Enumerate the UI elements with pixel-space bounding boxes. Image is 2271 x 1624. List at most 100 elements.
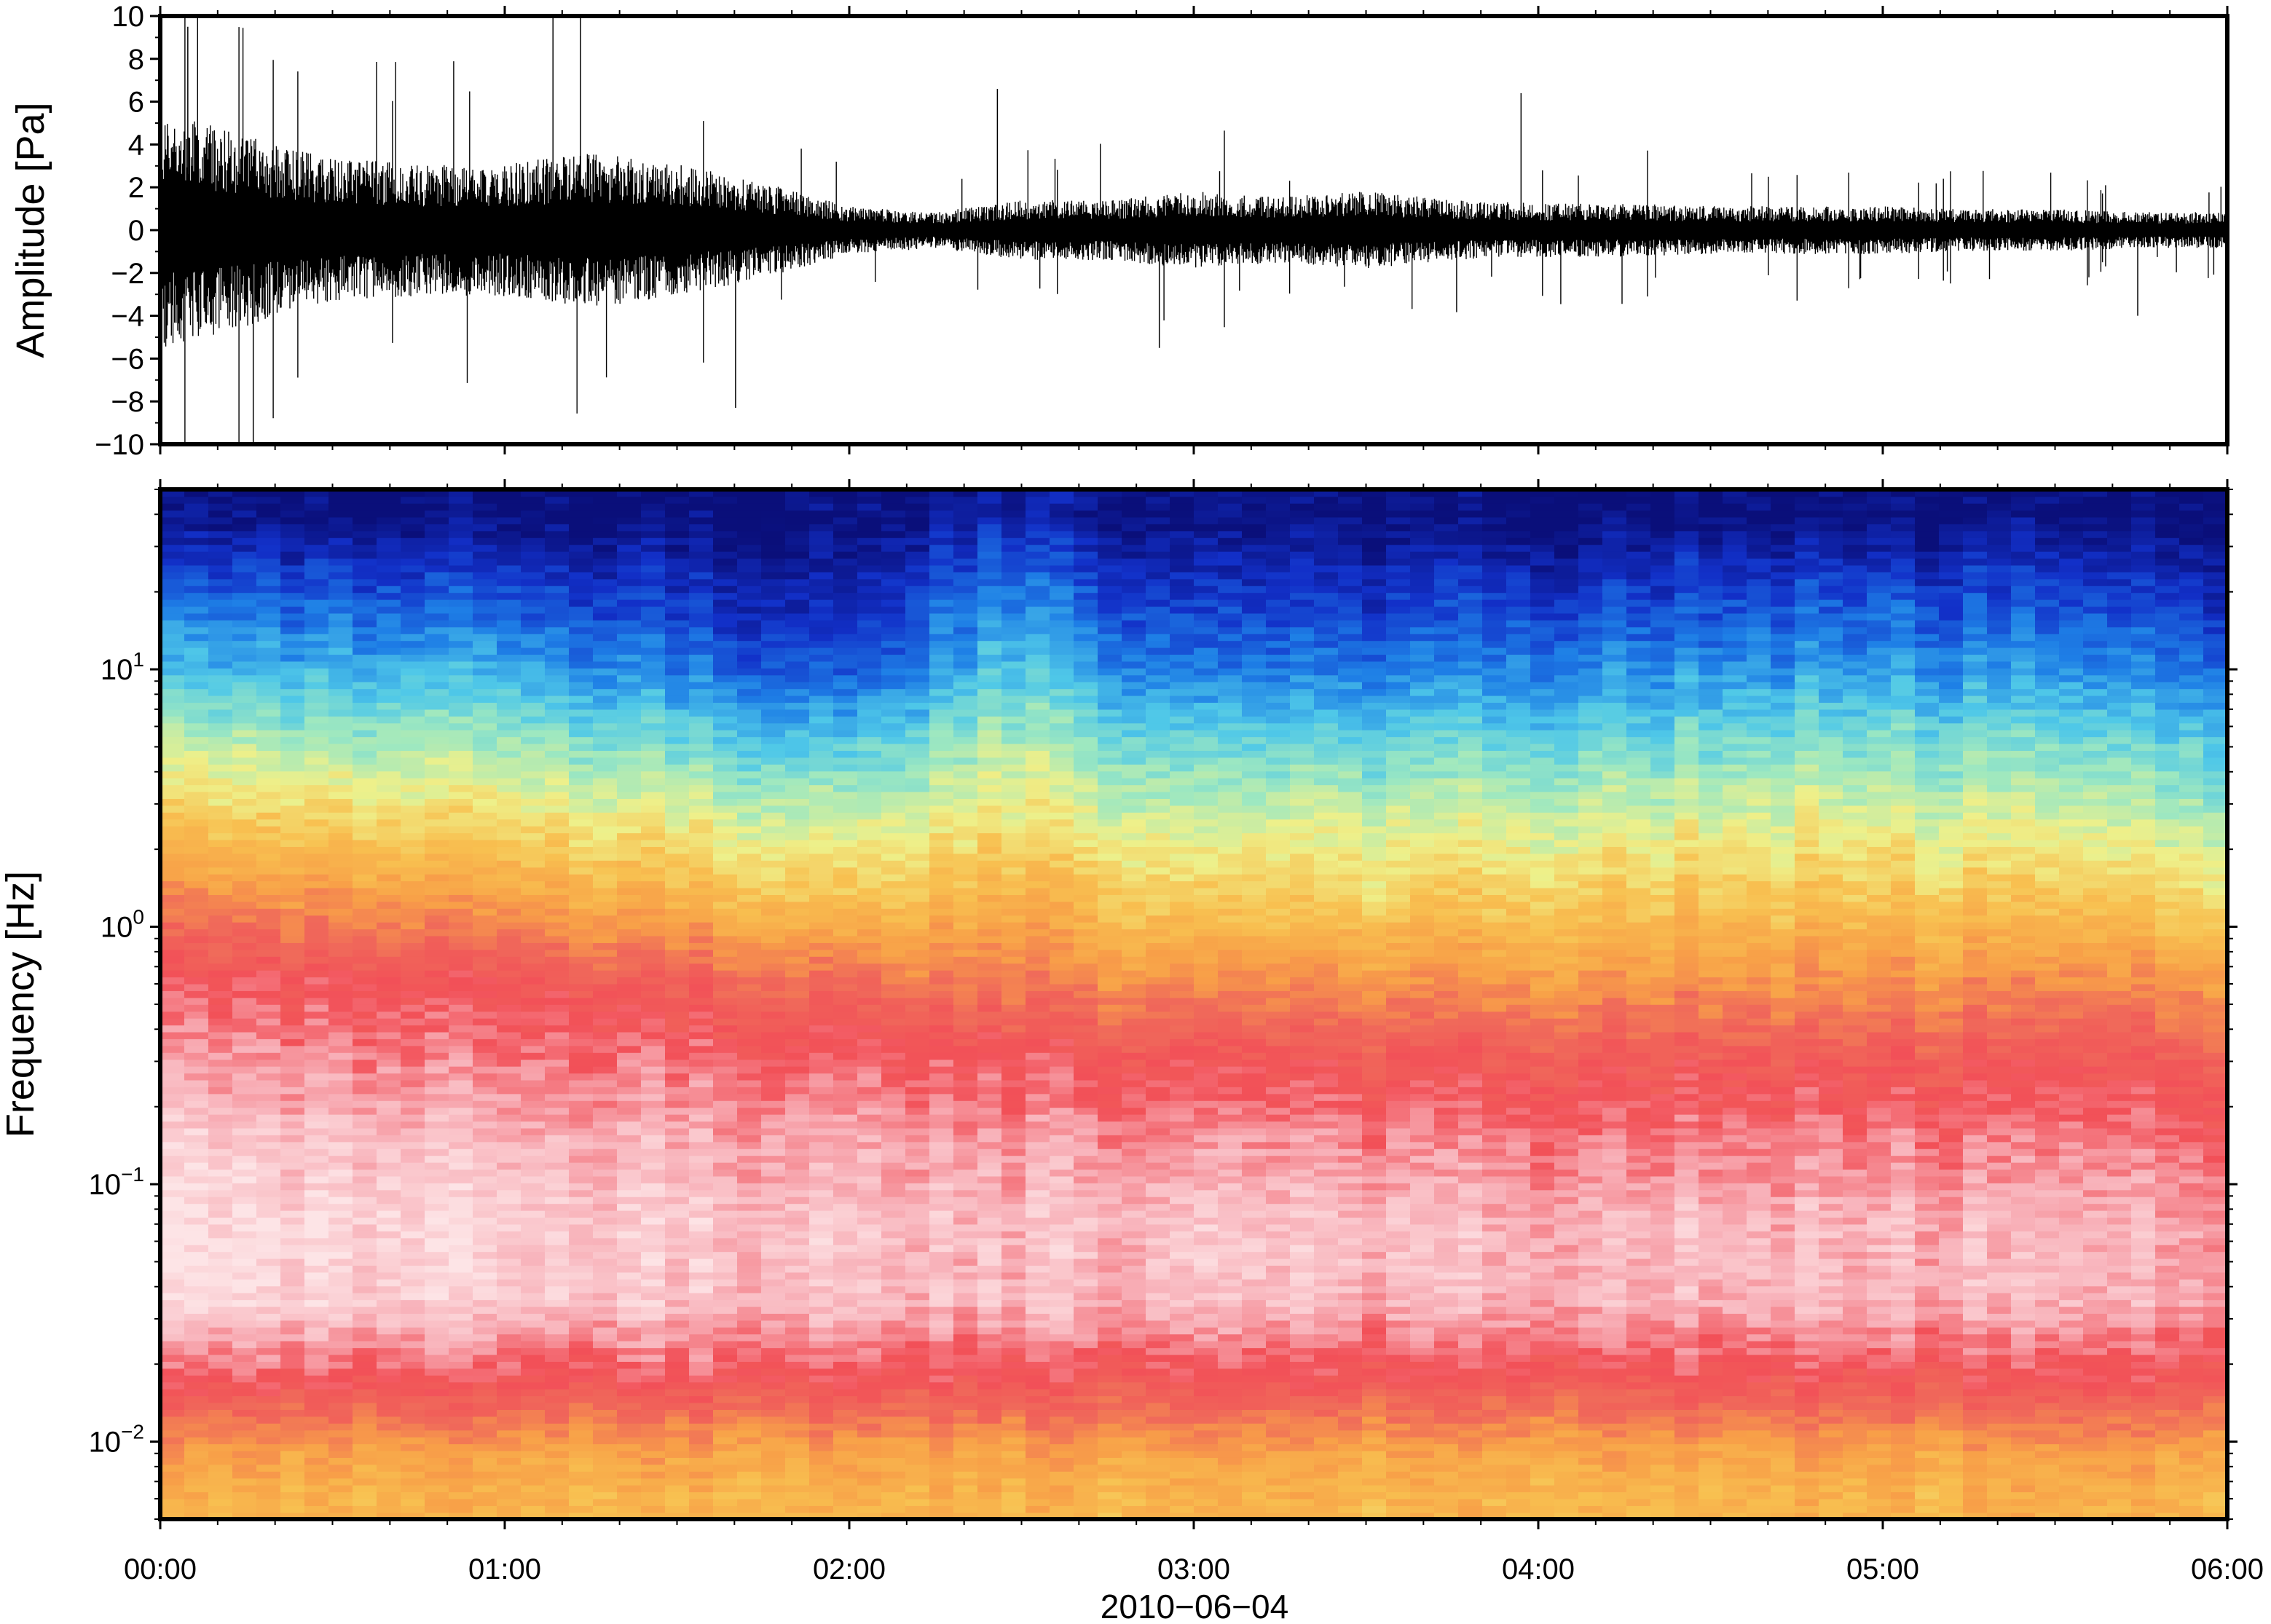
spectrogram-cell [256,1155,281,1163]
spectrogram-cell [184,1327,209,1335]
spectrogram-cell [833,839,858,847]
spectrogram-cell [497,572,521,580]
spectrogram-cell [232,1169,257,1177]
spectrogram-cell [713,1388,738,1397]
spectrogram-cell [425,770,449,779]
spectrogram-cell [785,949,810,957]
spectrogram-cell [545,736,570,744]
spectrogram-cell [304,1361,329,1369]
spectrogram-cell [929,1196,954,1205]
spectrogram-cell [545,942,570,950]
spectrogram-cell [377,1265,401,1273]
spectrogram-cell [569,709,594,717]
spectrogram-cell [809,743,834,752]
spectrogram-cell [208,681,233,690]
spectrogram-cell [737,1457,762,1465]
spectrogram-cell [521,777,546,786]
spectrogram-cell [737,977,762,985]
spectrogram-cell [665,1279,690,1287]
spectrogram-cell [545,1402,570,1410]
spectrogram-cell [833,1093,858,1101]
spectrogram-cell [785,1306,810,1314]
spectrogram-cell [425,839,449,847]
spectrogram-cell [401,729,425,738]
spectrogram-cell [641,1292,666,1301]
spectrogram-cell [377,1038,401,1046]
spectrogram-cell [232,1052,257,1060]
spectrogram-cell [593,990,618,998]
spectrogram-cell [304,1155,329,1163]
spectrogram-cell [593,1443,618,1451]
spectrogram-cell [905,1065,930,1074]
spectrogram-cell [905,1512,930,1519]
spectrogram-cell [569,1004,594,1012]
spectrogram-cell [833,1087,858,1095]
spectrogram-cell [377,1505,401,1513]
spectrogram-cell [521,1292,546,1301]
spectrogram-cell [761,1320,786,1328]
spectrogram-cell [665,1038,690,1046]
spectrogram-cell [449,681,473,690]
spectrogram-cell [833,832,858,840]
spectrogram-cell [617,1375,642,1383]
spectrogram-cell [737,1395,762,1403]
spectrogram-cell [425,784,449,792]
spectrogram-cell [857,1272,882,1280]
spectrogram-cell [377,1450,401,1458]
spectrogram-cell [929,1155,954,1163]
spectrogram-cell [857,1244,882,1253]
spectrogram-cell [280,1265,305,1273]
spectrogram-cell [737,1285,762,1293]
spectrogram-cell [641,1464,666,1472]
spectrogram-cell [256,1512,281,1519]
waveform-trace [160,16,2227,444]
spectrogram-cell [377,846,401,854]
spectrogram-cell [521,1162,546,1170]
spectrogram-cell [665,1093,690,1101]
spectrogram-cell [737,1065,762,1074]
spectrogram-cell [184,832,209,840]
spectrogram-cell [256,709,281,717]
spectrogram-cell [497,1107,521,1115]
spectrogram-cell [497,1512,521,1519]
spectrogram-cell [569,654,594,662]
spectrogram-cell [425,915,449,923]
spectrogram-cell [304,1100,329,1108]
spectrogram-cell [713,1183,738,1191]
spectrogram-cell [569,1065,594,1074]
spectrogram-cell [232,516,257,524]
spectrogram-cell [737,846,762,854]
spectrogram-cell [593,729,618,738]
spectrogram-cell [809,1333,834,1341]
spectrogram-cell [425,1368,449,1376]
spectrogram-cell [160,558,185,566]
spectrogram-cell [425,1121,449,1129]
spectrogram-cell [521,668,546,676]
spectrogram-cell [761,695,786,703]
spectrogram-cell [833,606,858,614]
spectrogram-cell [593,977,618,985]
spectrogram-cell [160,867,185,875]
spectrogram-cell [929,1292,954,1301]
spectrogram-cell [761,1148,786,1156]
spectrogram-cell [184,1231,209,1239]
spectrogram-cell [328,1313,353,1321]
spectrogram-cell [809,832,834,840]
spectrogram-cell [377,901,401,909]
spectrogram-cell [328,1196,353,1205]
spectrogram-cell [737,1436,762,1445]
spectrogram-cell [569,860,594,868]
spectrogram-cell [905,1087,930,1095]
spectrogram-cell [881,1223,906,1231]
spectrogram-cell [473,1423,497,1431]
spectrogram-cell [401,956,425,964]
spectrogram-cell [328,1169,353,1177]
spectrogram-cell [473,942,497,950]
spectrogram-cell [761,1141,786,1149]
spectrogram-cell [881,977,906,985]
spectrogram-cell [761,1464,786,1472]
spectrogram-cell [641,620,666,628]
spectrogram-cell [256,1237,281,1245]
spectrogram-cell [497,612,521,620]
spectrogram-cell [353,1361,377,1369]
